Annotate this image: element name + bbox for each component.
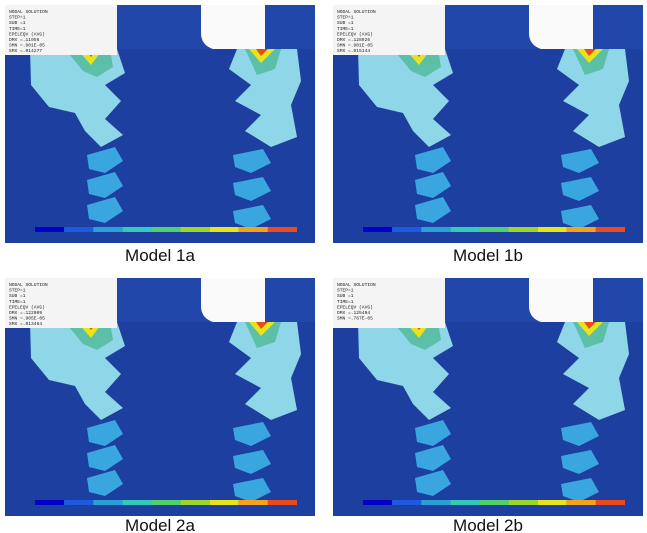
legend-text: EPELEQV (AVG) (337, 304, 373, 310)
color-bar-segment (35, 500, 64, 505)
legend-text: DMX =.122009 (9, 310, 42, 316)
color-bar-segment (567, 500, 596, 505)
color-bar-segment (122, 227, 151, 232)
caption: Model 2b (453, 516, 523, 533)
color-bar-segment (151, 500, 180, 505)
legend-text: SUB =1 (337, 20, 354, 26)
color-bar-segment (509, 500, 538, 505)
legend-text: TIME=1 (9, 299, 26, 305)
legend-text: STEP=1 (337, 15, 354, 21)
color-bar-segment (35, 227, 64, 232)
legend-text: STEP=1 (9, 15, 26, 21)
color-bar-segment (181, 500, 210, 505)
color-bar-segment (479, 227, 508, 232)
legend-text: DMX =.128926 (337, 37, 370, 43)
color-bar-segment (239, 227, 268, 232)
punch (529, 5, 593, 49)
legend-text: SMN =.767E-05 (337, 316, 373, 322)
legend-text: SMN =.905E-05 (9, 316, 45, 322)
color-bar-segment (64, 500, 93, 505)
color-bar-segment (421, 500, 450, 505)
color-bar-segment (122, 500, 151, 505)
legend-text: SMX =.013464 (9, 321, 42, 327)
legend-text: EPELEQV (AVG) (337, 31, 373, 37)
figure: NODAL SOLUTIONSTEP=1SUB =1TIME=1EPELEQV … (0, 0, 647, 533)
legend-text: TIME=1 (337, 26, 354, 32)
punch (201, 278, 265, 322)
punch (201, 5, 265, 49)
color-bar-segment (268, 227, 297, 232)
legend-text: SMX =.014277 (9, 48, 42, 54)
color-bar-segment (181, 227, 210, 232)
color-bar-segment (268, 500, 297, 505)
legend-text: TIME=1 (337, 299, 354, 305)
legend-text: TIME=1 (9, 26, 26, 32)
color-bar-segment (538, 227, 567, 232)
legend-text: EPELEQV (AVG) (9, 31, 45, 37)
caption: Model 1a (125, 246, 195, 265)
color-bar-segment (421, 227, 450, 232)
legend-text: DMX =.125404 (337, 310, 370, 316)
color-bar-segment (392, 227, 421, 232)
legend-text: SUB =1 (337, 293, 354, 299)
legend-text: NODAL SOLUTION (337, 282, 376, 288)
color-bar-segment (93, 227, 122, 232)
color-bar-segment (93, 500, 122, 505)
caption: Model 1b (453, 246, 523, 265)
color-bar-segment (210, 500, 239, 505)
color-bar-segment (479, 500, 508, 505)
legend-text: SMN =.901E-05 (9, 43, 45, 49)
color-bar-segment (64, 227, 93, 232)
color-bar-segment (210, 227, 239, 232)
legend-text: SMN =.901E-05 (337, 43, 373, 49)
color-bar-segment (596, 227, 625, 232)
legend-text: NODAL SOLUTION (9, 9, 48, 15)
color-bar-segment (596, 500, 625, 505)
color-bar-segment (450, 227, 479, 232)
color-bar-segment (567, 227, 596, 232)
legend-text: EPELEQV (AVG) (9, 304, 45, 310)
legend-text: SUB =1 (9, 20, 26, 26)
legend-text: SUB =1 (9, 293, 26, 299)
color-bar-segment (450, 500, 479, 505)
legend-text: DMX =.11956 (9, 37, 40, 43)
legend-text: STEP=1 (9, 288, 26, 294)
punch (529, 278, 593, 322)
legend-text: STEP=1 (337, 288, 354, 294)
color-bar-segment (363, 500, 392, 505)
legend-text: NODAL SOLUTION (337, 9, 376, 15)
color-bar-segment (151, 227, 180, 232)
caption: Model 2a (125, 516, 195, 533)
color-bar-segment (509, 227, 538, 232)
color-bar-segment (363, 227, 392, 232)
color-bar-segment (239, 500, 268, 505)
legend-text: SMX =.015144 (337, 48, 370, 54)
color-bar-segment (392, 500, 421, 505)
legend-text: NODAL SOLUTION (9, 282, 48, 288)
color-bar-segment (538, 500, 567, 505)
